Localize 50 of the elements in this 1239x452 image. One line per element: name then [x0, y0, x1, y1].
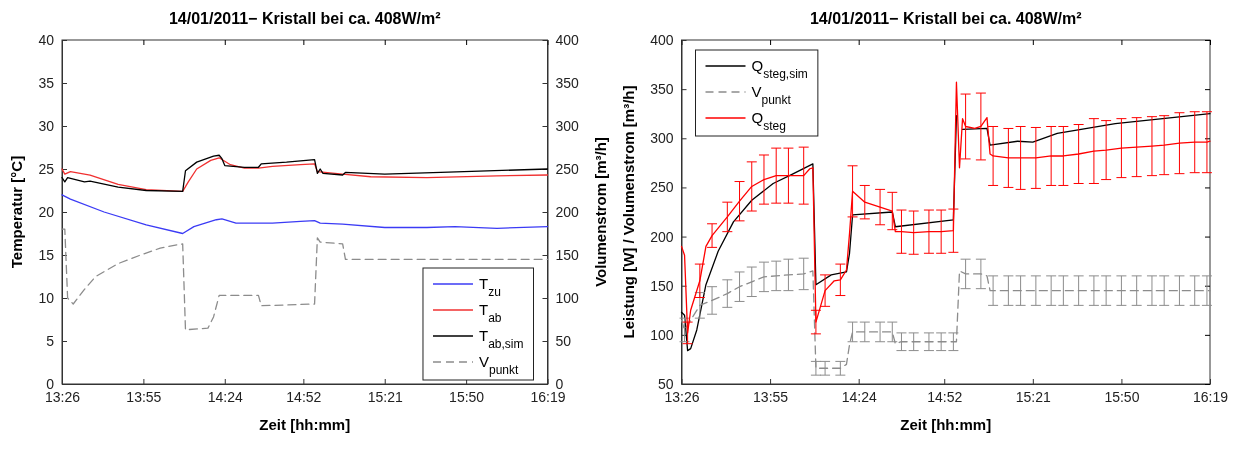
legend-label: T$_{ab}$ [478, 301, 502, 325]
y-tick-label: 35 [38, 74, 55, 91]
y-tick-label: 40 [38, 31, 55, 48]
x-tick-label: 13:55 [126, 388, 162, 405]
y2-tick-label: 300 [555, 117, 580, 134]
y-tick-label: 20 [38, 203, 55, 220]
y-tick-label: 100 [650, 326, 674, 343]
y2-tick-label: 150 [555, 246, 580, 263]
y-tick-label: 150 [650, 277, 674, 294]
y2-tick-label: 100 [555, 289, 580, 306]
y-axis-title: Leistung [W] / Volumenstrom [m³/h] [619, 85, 637, 339]
y-tick-label: 30 [38, 117, 55, 134]
legend-label: V$_{punkt}$ [751, 83, 792, 107]
y-tick-label: 5 [46, 332, 55, 349]
y2-tick-label: 50 [555, 332, 572, 349]
x-tick-label: 13:55 [753, 388, 789, 405]
x-axis-title: Zeit [hh:mm] [900, 416, 992, 433]
y-axis-title: Temperatur [°C] [8, 155, 25, 269]
y2-tick-label: 250 [555, 160, 580, 177]
y-tick-label: 10 [38, 289, 55, 306]
x-tick-label: 14:52 [927, 388, 963, 405]
x-tick-label: 16:19 [1192, 388, 1229, 405]
line-series [61, 194, 549, 235]
y-tick-label: 250 [650, 179, 674, 196]
x-tick-label: 15:50 [1104, 388, 1140, 405]
legend-label: T$_{ab,sim}$ [478, 327, 524, 351]
chart-title: 14/01/2011− Kristall bei ca. 408W/m² [168, 10, 441, 27]
y-tick-label: 400 [650, 31, 674, 48]
y2-axis-title: Volumenstrom [m³/h] [591, 137, 609, 287]
legend-label: T$_{zu}$ [478, 275, 501, 299]
y2-tick-label: 200 [555, 203, 580, 220]
y-tick-label: 300 [650, 130, 674, 147]
legend-label: Q$_{steg}$ [751, 109, 786, 133]
x-axis-title: Zeit [hh:mm] [259, 416, 351, 433]
y2-tick-label: 350 [555, 74, 580, 91]
legend-label: V$_{punkt}$ [478, 353, 520, 377]
y-tick-label: 350 [650, 81, 674, 98]
chart-title: 14/01/2011− Kristall bei ca. 408W/m² [809, 10, 1082, 27]
x-tick-label: 14:24 [207, 388, 243, 405]
y2-tick-label: 400 [555, 31, 580, 48]
legend-label: Q$_{steg,sim}$ [751, 57, 808, 81]
x-tick-label: 15:50 [449, 388, 485, 405]
x-tick-label: 15:21 [367, 388, 403, 405]
x-tick-label: 14:52 [286, 388, 322, 405]
y-tick-label: 200 [650, 228, 674, 245]
x-tick-label: 14:24 [841, 388, 877, 405]
line-series [61, 228, 549, 331]
x-tick-label: 15:21 [1015, 388, 1052, 405]
y-tick-label: 15 [38, 246, 55, 263]
y-tick-label: 25 [38, 160, 55, 177]
